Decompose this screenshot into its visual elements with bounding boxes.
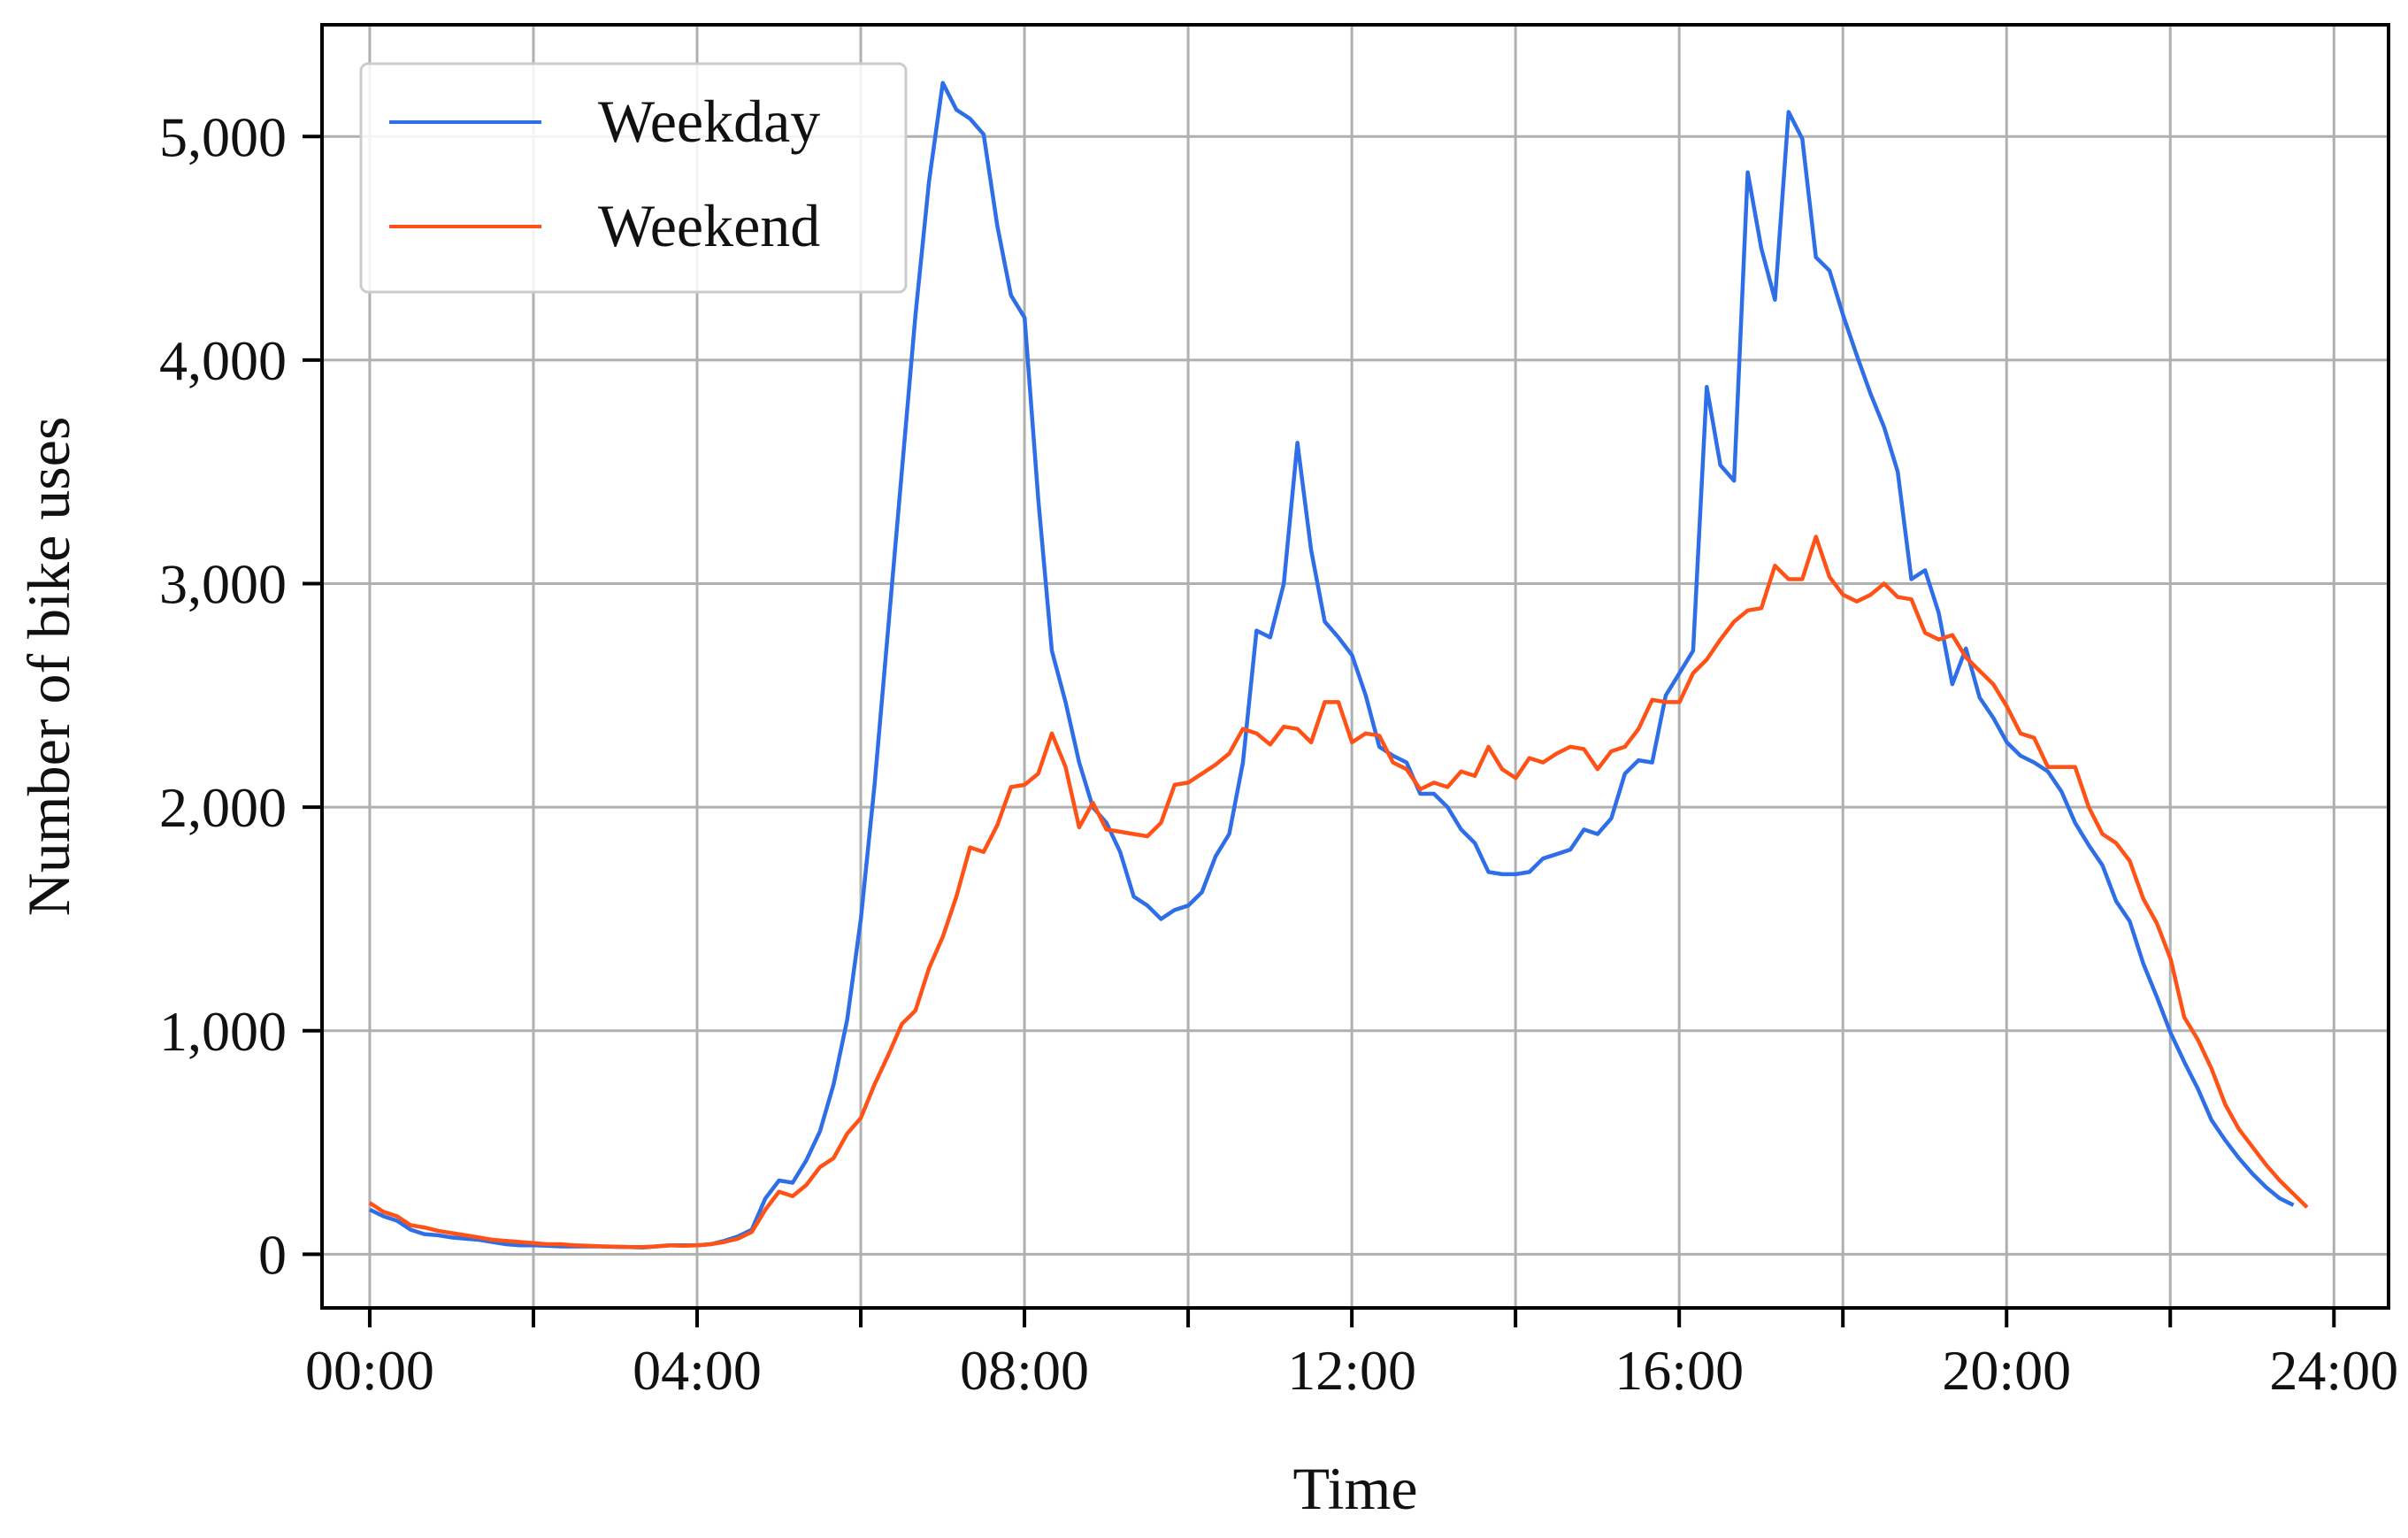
x-tick-label: 16:00: [1614, 1339, 1744, 1402]
legend: Weekday Weekend: [359, 62, 908, 294]
axis-ticks: [303, 135, 2336, 1327]
y-tick-label: 0: [258, 1223, 287, 1286]
y-tick-label: 3,000: [159, 553, 287, 616]
y-axis-label: Number of bike uses: [15, 417, 82, 917]
x-tick-label: 20:00: [1942, 1339, 2071, 1402]
plot-frame: [320, 23, 2390, 1310]
x-tick-label: 04:00: [633, 1339, 762, 1402]
legend-label-weekday: Weekday: [598, 88, 820, 155]
y-tick-label: 5,000: [159, 105, 287, 168]
series-lines: [368, 81, 2309, 1250]
y-tick-label: 1,000: [159, 1000, 287, 1063]
x-tick-label: 24:00: [2269, 1339, 2398, 1402]
x-axis-label: Time: [1292, 1455, 1417, 1522]
x-tick-label: 00:00: [305, 1339, 434, 1402]
y-tick-label: 2,000: [159, 776, 287, 839]
legend-label-weekend: Weekend: [598, 192, 820, 259]
y-tick-label: 4,000: [159, 329, 287, 392]
x-tick-label: 08:00: [960, 1339, 1089, 1402]
tick-labels: 00:00 04:00 08:00 12:00 16:00 20:00 24:00 0 1,00…: [159, 105, 2398, 1402]
series-line-weekend: [368, 534, 2309, 1250]
x-tick-label: 12:00: [1287, 1339, 1416, 1402]
